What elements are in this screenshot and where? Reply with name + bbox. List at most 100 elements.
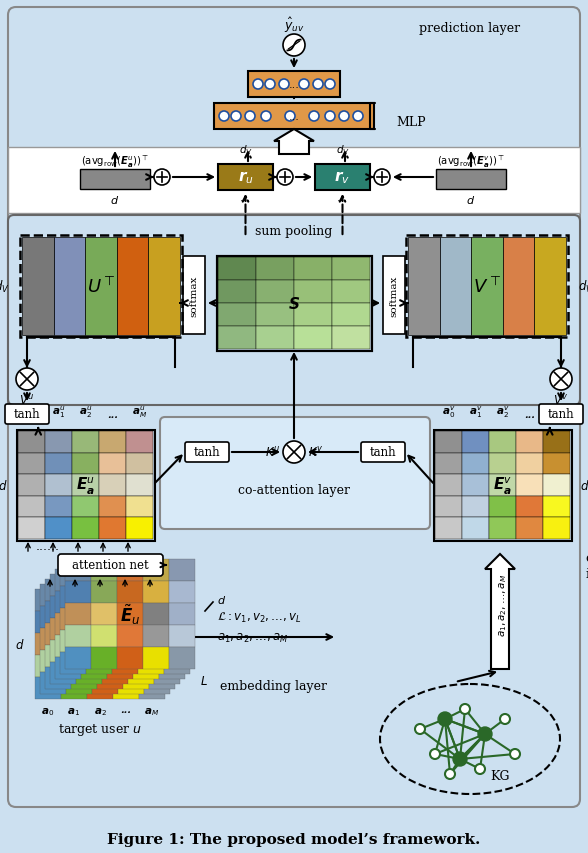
FancyBboxPatch shape	[76, 596, 102, 618]
FancyBboxPatch shape	[87, 655, 113, 677]
Text: $d$: $d$	[111, 194, 119, 206]
FancyBboxPatch shape	[543, 453, 570, 474]
FancyBboxPatch shape	[138, 586, 164, 608]
FancyBboxPatch shape	[139, 633, 165, 655]
FancyBboxPatch shape	[50, 618, 76, 641]
FancyBboxPatch shape	[117, 625, 143, 647]
FancyBboxPatch shape	[45, 579, 71, 601]
FancyBboxPatch shape	[81, 657, 107, 679]
FancyBboxPatch shape	[45, 496, 72, 518]
FancyBboxPatch shape	[86, 653, 112, 674]
Text: tanh: tanh	[547, 408, 574, 421]
FancyBboxPatch shape	[112, 630, 138, 653]
FancyBboxPatch shape	[143, 581, 169, 603]
FancyBboxPatch shape	[117, 238, 148, 335]
FancyBboxPatch shape	[102, 596, 128, 618]
FancyBboxPatch shape	[516, 453, 543, 474]
FancyBboxPatch shape	[435, 432, 462, 453]
FancyBboxPatch shape	[138, 653, 164, 674]
FancyBboxPatch shape	[332, 281, 370, 304]
FancyBboxPatch shape	[123, 601, 149, 624]
FancyBboxPatch shape	[543, 496, 570, 518]
FancyBboxPatch shape	[81, 613, 107, 635]
FancyBboxPatch shape	[117, 581, 143, 603]
Circle shape	[265, 80, 275, 90]
FancyBboxPatch shape	[332, 304, 370, 327]
FancyBboxPatch shape	[71, 601, 97, 624]
FancyBboxPatch shape	[65, 603, 91, 625]
FancyBboxPatch shape	[71, 667, 97, 689]
FancyBboxPatch shape	[383, 257, 405, 334]
FancyBboxPatch shape	[123, 624, 149, 645]
FancyBboxPatch shape	[92, 629, 118, 650]
Text: $K^v$: $K^v$	[308, 445, 323, 460]
FancyBboxPatch shape	[72, 453, 99, 474]
FancyBboxPatch shape	[332, 327, 370, 350]
FancyBboxPatch shape	[128, 596, 154, 618]
FancyBboxPatch shape	[40, 650, 66, 672]
Circle shape	[550, 368, 572, 391]
Text: $\hat{y}_{uv}$: $\hat{y}_{uv}$	[283, 16, 305, 35]
Circle shape	[245, 112, 255, 122]
FancyBboxPatch shape	[60, 630, 86, 653]
FancyBboxPatch shape	[107, 635, 133, 657]
FancyBboxPatch shape	[50, 574, 76, 596]
Text: $V^u$: $V^u$	[19, 393, 35, 408]
FancyBboxPatch shape	[66, 584, 92, 606]
Text: $\boldsymbol{a}_0^v$: $\boldsymbol{a}_0^v$	[442, 404, 455, 420]
FancyBboxPatch shape	[91, 560, 117, 581]
Text: ...: ...	[289, 80, 299, 90]
Circle shape	[279, 80, 289, 90]
FancyBboxPatch shape	[332, 258, 370, 281]
FancyBboxPatch shape	[45, 474, 72, 496]
FancyBboxPatch shape	[72, 496, 99, 518]
Circle shape	[309, 112, 319, 122]
FancyBboxPatch shape	[107, 591, 133, 613]
FancyBboxPatch shape	[81, 569, 107, 591]
FancyBboxPatch shape	[128, 662, 154, 684]
FancyBboxPatch shape	[65, 647, 91, 670]
FancyBboxPatch shape	[102, 641, 128, 662]
Circle shape	[277, 170, 293, 186]
Circle shape	[353, 112, 363, 122]
Text: $\boldsymbol{a}_M$: $\boldsymbol{a}_M$	[145, 705, 159, 717]
FancyBboxPatch shape	[66, 650, 92, 672]
FancyBboxPatch shape	[65, 581, 91, 603]
Text: $\boldsymbol{a}_1^v$: $\boldsymbol{a}_1^v$	[469, 404, 482, 420]
Text: ...: ...	[289, 112, 299, 122]
FancyBboxPatch shape	[112, 565, 138, 586]
FancyBboxPatch shape	[169, 603, 195, 625]
FancyBboxPatch shape	[107, 613, 133, 635]
FancyBboxPatch shape	[102, 662, 128, 684]
FancyBboxPatch shape	[45, 518, 72, 539]
Text: $\tilde{\boldsymbol{E}}_u$: $\tilde{\boldsymbol{E}}_u$	[120, 602, 140, 626]
Text: $d_V$: $d_V$	[578, 279, 588, 294]
FancyBboxPatch shape	[18, 474, 45, 496]
FancyBboxPatch shape	[503, 238, 534, 335]
FancyBboxPatch shape	[489, 496, 516, 518]
FancyBboxPatch shape	[462, 496, 489, 518]
FancyBboxPatch shape	[126, 474, 153, 496]
Text: $\boldsymbol{a}_1$: $\boldsymbol{a}_1$	[68, 705, 81, 717]
FancyBboxPatch shape	[462, 432, 489, 453]
FancyBboxPatch shape	[112, 586, 138, 608]
Text: $({\rm avg}_{{\rm row}}(\boldsymbol{E}_{\boldsymbol{a}}^{v}))^\top$: $({\rm avg}_{{\rm row}}(\boldsymbol{E}_{…	[437, 154, 505, 170]
FancyBboxPatch shape	[80, 170, 150, 189]
FancyBboxPatch shape	[40, 629, 66, 650]
FancyBboxPatch shape	[118, 650, 144, 672]
FancyBboxPatch shape	[294, 258, 332, 281]
Text: prediction layer: prediction layer	[419, 22, 520, 35]
Text: co-attention layer: co-attention layer	[238, 484, 350, 496]
FancyBboxPatch shape	[55, 657, 81, 679]
FancyBboxPatch shape	[55, 635, 81, 657]
FancyBboxPatch shape	[534, 238, 566, 335]
Circle shape	[445, 769, 455, 779]
Text: $d$: $d$	[580, 479, 588, 492]
FancyBboxPatch shape	[99, 432, 126, 453]
Text: $d_V$: $d_V$	[336, 143, 349, 157]
FancyBboxPatch shape	[294, 327, 332, 350]
FancyBboxPatch shape	[22, 238, 54, 335]
FancyBboxPatch shape	[102, 618, 128, 641]
FancyBboxPatch shape	[218, 258, 256, 281]
FancyBboxPatch shape	[71, 624, 97, 645]
